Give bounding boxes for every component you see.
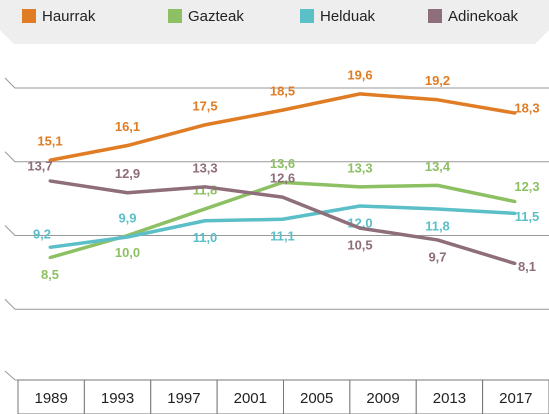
point	[281, 180, 284, 184]
point	[48, 158, 52, 162]
point	[126, 191, 129, 195]
data-label: 9,2	[33, 227, 51, 242]
data-label: 13,3	[192, 160, 217, 175]
data-label: 11,0	[193, 230, 218, 245]
x-cell	[482, 379, 549, 414]
data-label: 12,3	[514, 179, 539, 194]
legend-swatch	[22, 9, 36, 23]
data-label: 19,6	[347, 67, 372, 82]
point	[48, 245, 52, 249]
x-tick-label: 2009	[366, 390, 399, 407]
point	[436, 98, 439, 102]
point	[48, 179, 52, 183]
data-label: 9,9	[118, 210, 136, 225]
x-cell	[415, 379, 484, 414]
point	[203, 185, 207, 189]
point	[436, 238, 439, 242]
x-cell	[83, 379, 152, 414]
grid-line	[4, 77, 549, 89]
x-cell	[349, 379, 417, 414]
legend-swatch	[168, 9, 182, 23]
data-label: 12,6	[270, 171, 295, 186]
legend-label: Helduak	[320, 8, 376, 25]
point	[358, 92, 362, 96]
x-cell	[17, 379, 85, 414]
data-label: 13,4	[425, 159, 451, 174]
x-tick-label: 1993	[101, 390, 134, 407]
point	[436, 207, 439, 211]
data-label: 18,5	[270, 84, 295, 99]
x-axis-line	[4, 370, 549, 381]
legend-label: Gazteak	[188, 8, 244, 25]
data-label: 10,5	[347, 238, 372, 253]
point	[281, 108, 284, 112]
x-tick-label: 1989	[35, 390, 68, 407]
point	[281, 195, 284, 199]
data-label: 17,5	[192, 98, 217, 113]
data-label: 16,1	[115, 119, 140, 134]
point	[513, 262, 517, 266]
legend-band	[0, 0, 549, 44]
data-label: 13,3	[347, 160, 372, 175]
data-label: 19,2	[425, 73, 450, 88]
data-label: 9,7	[428, 249, 446, 264]
point	[126, 144, 129, 148]
data-label: 11,8	[193, 182, 218, 197]
data-label: 11,5	[515, 209, 540, 224]
point	[513, 200, 517, 204]
data-label: 15,1	[37, 134, 62, 149]
legend-swatch	[300, 9, 314, 23]
x-tick-label: 2017	[499, 390, 532, 407]
x-tick-label: 2001	[234, 390, 267, 407]
point	[358, 226, 362, 230]
x-cell	[150, 379, 218, 414]
point	[436, 183, 439, 187]
data-label: 13,7	[27, 158, 52, 173]
data-label: 10,0	[115, 245, 140, 260]
x-tick-label: 2013	[433, 390, 466, 407]
point	[513, 211, 517, 215]
legend-label: Adinekoak	[448, 8, 519, 25]
legend-label: Haurrak	[42, 8, 96, 25]
data-label: 8,5	[41, 267, 59, 282]
point	[203, 123, 207, 127]
data-label: 13,6	[270, 156, 295, 171]
grid-line	[4, 151, 549, 163]
grid-line	[4, 225, 549, 236]
data-label: 12,9	[115, 166, 140, 181]
point	[48, 256, 52, 260]
point	[281, 217, 284, 221]
point	[126, 235, 129, 239]
x-tick-label: 2005	[300, 390, 333, 407]
point	[203, 207, 207, 211]
data-label: 11,8	[425, 218, 450, 233]
point	[513, 111, 517, 115]
x-tick-label: 1997	[167, 390, 200, 407]
point	[358, 204, 362, 208]
grid-line	[4, 298, 549, 310]
legend-swatch	[428, 9, 442, 23]
data-label: 18,3	[514, 101, 539, 116]
data-label: 11,1	[270, 229, 295, 244]
point	[358, 185, 362, 189]
point	[203, 219, 207, 223]
data-label: 8,1	[518, 259, 536, 274]
